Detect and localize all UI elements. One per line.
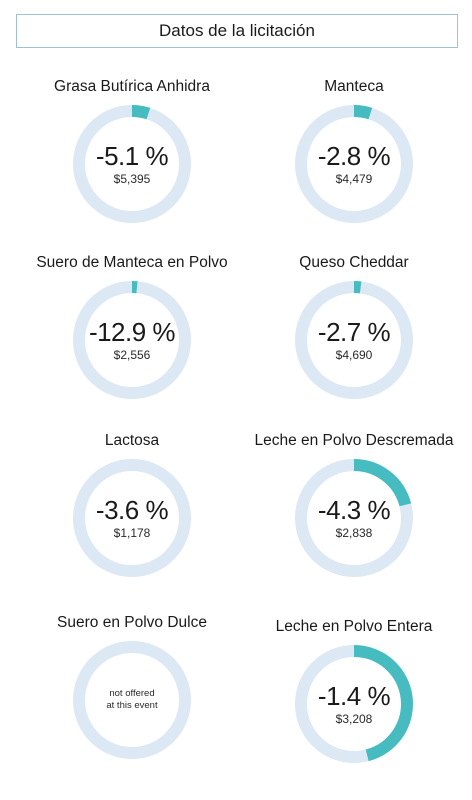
gauge-center: -1.4 % $3,208 xyxy=(294,644,414,764)
gauge: -4.3 % $2,838 xyxy=(294,458,414,578)
gauge-center: -2.8 % $4,479 xyxy=(294,104,414,224)
gauge-tile-lactosa: Lactosa -3.6 % $1,178 xyxy=(14,432,250,612)
percent-change: -2.8 % xyxy=(317,141,391,171)
price-value: $5,395 xyxy=(113,172,151,186)
gauge-title: Leche en Polvo Entera xyxy=(275,618,433,635)
gauge-fill-arc xyxy=(131,104,151,120)
gauge-ring xyxy=(295,459,413,577)
gauge-tile-grasa-butirica: Grasa Butírica Anhidra -5.1 % $5,395 xyxy=(14,78,250,258)
percent-change: -1.4 % xyxy=(317,681,391,711)
gauge-title: Grasa Butírica Anhidra xyxy=(54,78,210,95)
gauge-fill-arc xyxy=(353,645,413,762)
gauge-title: Lactosa xyxy=(104,432,160,449)
gauge: -2.7 % $4,690 xyxy=(294,280,414,400)
price-value: $4,479 xyxy=(335,172,373,186)
gauge: -5.1 % $5,395 xyxy=(72,104,192,224)
percent-change: -2.7 % xyxy=(317,317,391,347)
price-value: $2,838 xyxy=(335,526,373,540)
header-title-box: Datos de la licitación xyxy=(16,14,458,48)
gauge-center: -2.7 % $4,690 xyxy=(294,280,414,400)
gauge-tile-suero-dulce: Suero en Polvo Dulce not offered at this… xyxy=(14,614,250,794)
gauge-tile-suero-manteca: Suero de Manteca en Polvo -12.9 % $2,556 xyxy=(14,254,250,434)
gauge-ring xyxy=(73,281,191,399)
not-offered-line-2: at this event xyxy=(106,700,158,711)
gauge-center: -4.3 % $2,838 xyxy=(294,458,414,578)
gauge-title: Manteca xyxy=(324,78,384,95)
price-value: $2,556 xyxy=(113,348,151,362)
gauge-title: Queso Cheddar xyxy=(299,254,409,271)
gauge: -12.9 % $2,556 xyxy=(72,280,192,400)
gauge-track xyxy=(73,641,191,759)
gauge: -3.6 % $1,178 xyxy=(72,458,192,578)
percent-change: -12.9 % xyxy=(88,317,176,347)
gauge-title: Suero de Manteca en Polvo xyxy=(36,254,228,271)
gauge-fill-arc xyxy=(353,459,412,507)
gauge-center: -5.1 % $5,395 xyxy=(72,104,192,224)
price-value: $4,690 xyxy=(335,348,373,362)
gauge-ring xyxy=(73,641,191,759)
gauge-ring xyxy=(295,645,413,763)
gauge: -1.4 % $3,208 xyxy=(294,644,414,764)
gauge-center: -12.9 % $2,556 xyxy=(72,280,192,400)
gauge-title: Suero en Polvo Dulce xyxy=(57,614,207,631)
gauge-tile-leche-descremada: Leche en Polvo Descremada -4.3 % $2,838 xyxy=(236,432,472,612)
gauge-center: -3.6 % $1,178 xyxy=(72,458,192,578)
gauge-tile-manteca: Manteca -2.8 % $4,479 xyxy=(236,78,472,258)
gauge-ring xyxy=(295,281,413,399)
page-title: Datos de la licitación xyxy=(159,21,315,40)
gauge-ring xyxy=(73,104,191,223)
gauge-title: Leche en Polvo Descremada xyxy=(254,432,454,449)
gauge-ring xyxy=(73,459,191,577)
gauge-center: not offered at this event xyxy=(72,640,192,760)
percent-change: -5.1 % xyxy=(95,141,169,171)
percent-change: -3.6 % xyxy=(95,495,169,525)
gauge: not offered at this event xyxy=(72,640,192,760)
price-value: $1,178 xyxy=(113,526,151,540)
gauge-fill-arc xyxy=(353,104,373,120)
gauge-ring xyxy=(295,104,413,223)
gauge: -2.8 % $4,479 xyxy=(294,104,414,224)
gauge-track xyxy=(73,459,191,577)
percent-change: -4.3 % xyxy=(317,495,391,525)
price-value: $3,208 xyxy=(335,712,373,726)
gauge-tile-leche-entera: Leche en Polvo Entera -1.4 % $3,208 xyxy=(236,618,472,798)
not-offered-line-1: not offered xyxy=(109,688,155,699)
gauge-tile-queso-cheddar: Queso Cheddar -2.7 % $4,690 xyxy=(236,254,472,434)
